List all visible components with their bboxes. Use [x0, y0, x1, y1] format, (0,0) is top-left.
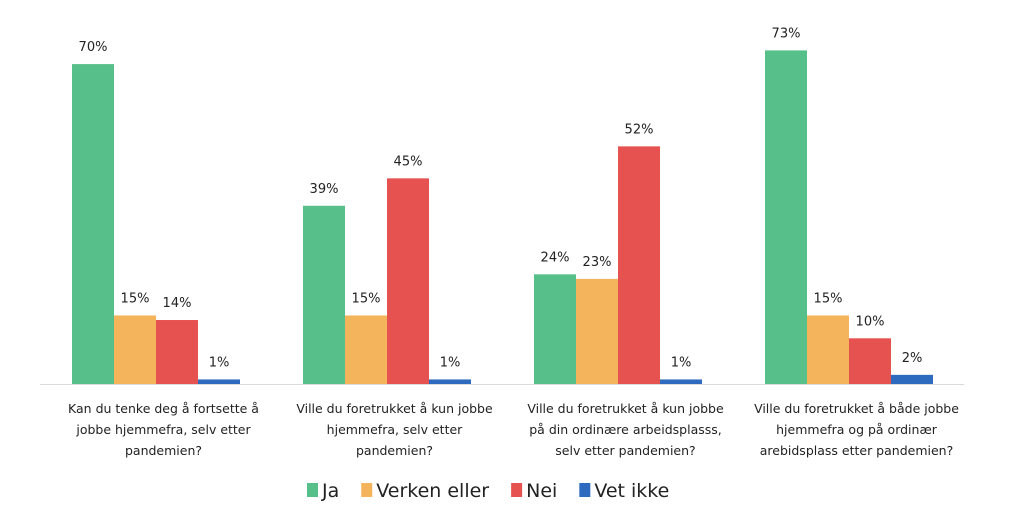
category-label: pandemien?: [125, 443, 202, 458]
bar-verken-eller: [114, 315, 156, 384]
bar-nei: [156, 320, 198, 384]
category-label: Ville du foretrukket å både jobbe: [754, 401, 959, 416]
bar-vet-ikke: [198, 379, 240, 384]
data-label: 70%: [79, 40, 108, 55]
legend-swatch-icon: [511, 483, 523, 497]
legend-swatch-icon: [579, 483, 591, 497]
data-label: 1%: [671, 355, 692, 370]
category-label: selv etter pandemien?: [555, 443, 695, 458]
bar-ja: [765, 50, 807, 384]
bar-nei: [618, 146, 660, 384]
bar-verken-eller: [807, 315, 849, 384]
bar-ja: [303, 205, 345, 384]
data-label: 52%: [625, 122, 654, 137]
data-label: 2%: [902, 351, 923, 366]
data-label: 15%: [814, 291, 843, 306]
bar-vet-ikke: [429, 379, 471, 384]
legend-label: Nei: [526, 480, 557, 502]
category-label: Kan du tenke deg å fortsette å: [68, 401, 259, 416]
bar-vet-ikke: [660, 379, 702, 384]
data-label: 45%: [394, 154, 423, 169]
data-label: 15%: [121, 291, 150, 306]
legend-swatch-icon: [361, 483, 373, 497]
legend-label: Verken eller: [376, 480, 489, 502]
data-label: 24%: [541, 250, 570, 265]
bar-verken-eller: [576, 278, 618, 384]
data-label: 1%: [440, 355, 461, 370]
bar-nei: [849, 338, 891, 384]
category-label: jobbe hjemmefra, selv etter: [75, 422, 251, 437]
data-label: 14%: [163, 296, 192, 311]
legend-swatch-icon: [307, 483, 318, 497]
data-label: 15%: [352, 291, 381, 306]
category-label: hjemmefra, selv etter: [327, 422, 464, 437]
category-label: Ville du foretrukket å kun jobbe: [296, 401, 493, 416]
data-label: 39%: [310, 182, 339, 197]
bar-ja: [72, 64, 114, 384]
legend-label: Ja: [321, 480, 339, 502]
category-label: på din ordinære arbeidsplasss,: [529, 422, 722, 437]
bar-nei: [387, 178, 429, 384]
legend-label: Vet ikke: [594, 480, 669, 502]
category-label: hjemmefra og på ordinær: [776, 422, 938, 437]
data-label: 73%: [772, 26, 801, 41]
category-label: Ville du foretrukket å kun jobbe: [527, 401, 724, 416]
category-label: arebidsplass etter pandemien?: [760, 443, 953, 458]
bar-vet-ikke: [891, 374, 933, 384]
bar-ja: [534, 274, 576, 384]
category-label: pandemien?: [356, 443, 433, 458]
data-label: 23%: [583, 255, 612, 270]
bar-verken-eller: [345, 315, 387, 384]
data-label: 10%: [856, 314, 885, 329]
data-label: 1%: [209, 355, 230, 370]
